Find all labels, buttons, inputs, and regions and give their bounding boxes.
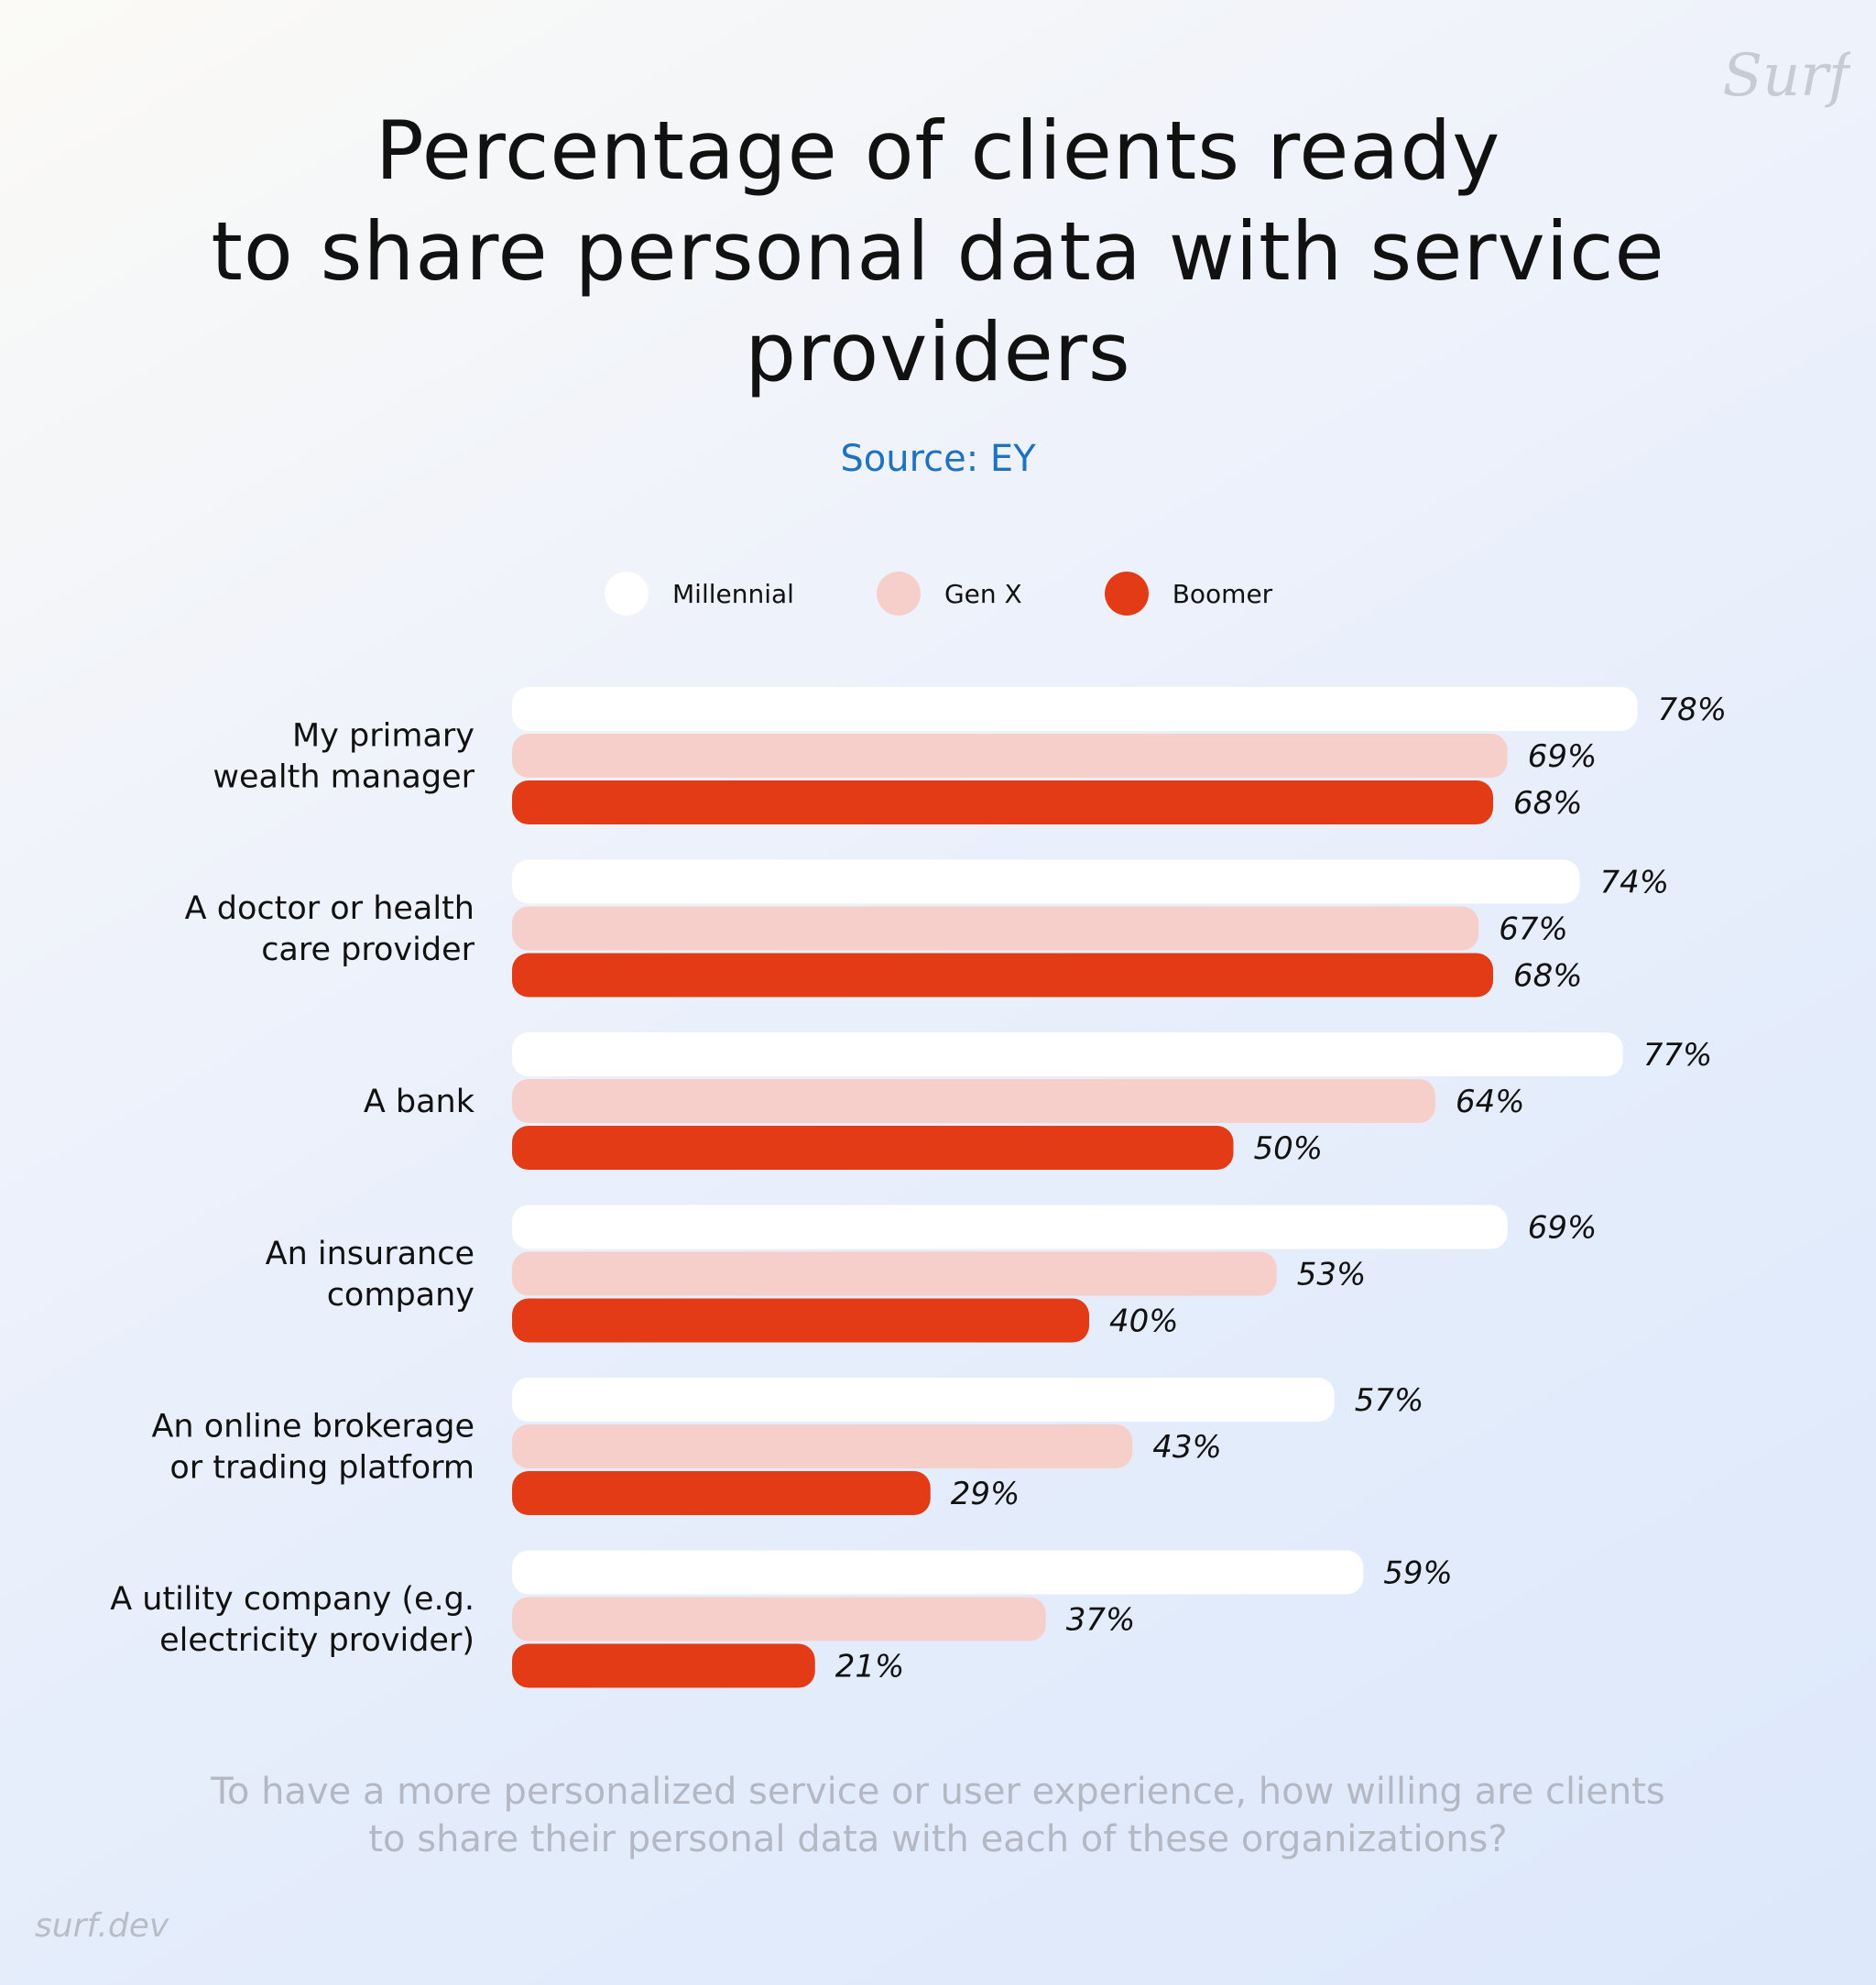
bar-genx [512, 734, 1508, 778]
bar-millennial [512, 1205, 1508, 1249]
value-label-boomer: 50% [1254, 1130, 1324, 1167]
bar-chart: My primary wealth manager 78% 69% 68% A docto… [110, 687, 1728, 1688]
legend-swatch-genx [876, 572, 921, 616]
bar-boomer [512, 780, 1493, 824]
category-label-line: A doctor or health [185, 890, 474, 927]
value-label-genx: 64% [1456, 1084, 1525, 1120]
category-label: An online brokerage or trading platform [151, 1409, 474, 1487]
survey-question: To have a more personalized service or u… [0, 1768, 1876, 1863]
category-label-line: care provider [261, 932, 474, 968]
value-label-genx: 53% [1297, 1257, 1367, 1293]
bar-millennial [512, 859, 1580, 904]
title-line-3: providers [745, 305, 1131, 399]
value-label-millennial: 57% [1355, 1382, 1424, 1419]
bar-millennial [512, 1032, 1623, 1076]
category-label-line: electricity provider) [159, 1622, 474, 1659]
category-label: A bank [364, 1084, 475, 1120]
logo-text: Surf [1722, 42, 1850, 110]
value-label-genx: 69% [1528, 738, 1598, 775]
question-line-2: to share their personal data with each o… [368, 1818, 1508, 1860]
value-label-genx: 37% [1066, 1602, 1136, 1639]
value-label-boomer: 21% [835, 1649, 905, 1685]
bar-genx [512, 906, 1479, 951]
legend: Millennial Gen X Boomer [605, 570, 1355, 617]
title-line-2: to share personal data with service [211, 204, 1665, 299]
bar-boomer [512, 1471, 931, 1515]
chart-title: Percentage of clients ready to share per… [0, 101, 1876, 403]
legend-item-millennial: Millennial [605, 572, 794, 616]
category-label-line: company [327, 1277, 474, 1314]
legend-label-genx: Gen X [943, 578, 1022, 609]
bar-boomer [512, 953, 1493, 998]
value-label-genx: 67% [1499, 911, 1568, 948]
value-label-boomer: 40% [1109, 1303, 1179, 1340]
bar-millennial [512, 1550, 1364, 1595]
value-label-millennial: 74% [1600, 865, 1670, 901]
surf-logo: Surf [1722, 42, 1850, 110]
bar-millennial [512, 687, 1638, 731]
category-label-line: wealth manager [213, 759, 474, 796]
value-label-millennial: 77% [1643, 1037, 1713, 1074]
category-label: A doctor or health care provider [185, 890, 475, 968]
legend-item-genx: Gen X [876, 572, 1022, 616]
category-label-line: or trading platform [169, 1450, 474, 1487]
bar-millennial [512, 1378, 1335, 1422]
bar-genx [512, 1597, 1046, 1641]
value-label-boomer: 68% [1513, 958, 1583, 995]
category-label-line: An insurance [266, 1236, 474, 1272]
category-label: My primary wealth manager [213, 718, 474, 796]
bar-genx [512, 1079, 1435, 1123]
category-label-line: A utility company (e.g. [110, 1581, 474, 1618]
bar-genx [512, 1424, 1133, 1468]
category-label: A utility company (e.g. electricity provi… [110, 1581, 474, 1659]
category-label-line: My primary [292, 718, 474, 755]
value-label-boomer: 68% [1513, 785, 1583, 822]
bar-boomer [512, 1298, 1089, 1343]
source-label: Source: EY [840, 438, 1036, 480]
legend-swatch-boomer [1104, 572, 1149, 616]
legend-label-boomer: Boomer [1172, 578, 1273, 609]
value-label-millennial: 59% [1383, 1555, 1453, 1592]
question-line-1: To have a more personalized service or u… [211, 1771, 1665, 1813]
value-label-boomer: 29% [951, 1476, 1020, 1512]
value-label-millennial: 69% [1528, 1210, 1598, 1247]
value-label-millennial: 78% [1658, 692, 1728, 728]
value-label-genx: 43% [1152, 1429, 1222, 1466]
bar-boomer [512, 1643, 815, 1688]
category-label-line: A bank [364, 1084, 475, 1120]
category-label-line: An online brokerage [151, 1409, 474, 1445]
title-line-1: Percentage of clients ready [375, 104, 1501, 198]
legend-swatch-millennial [605, 572, 649, 616]
bar-boomer [512, 1126, 1234, 1170]
legend-label-millennial: Millennial [672, 578, 794, 609]
bar-genx [512, 1251, 1277, 1296]
category-label: An insurance company [266, 1236, 474, 1314]
legend-item-boomer: Boomer [1104, 572, 1273, 616]
footer-url: surf.dev [35, 1907, 169, 1945]
